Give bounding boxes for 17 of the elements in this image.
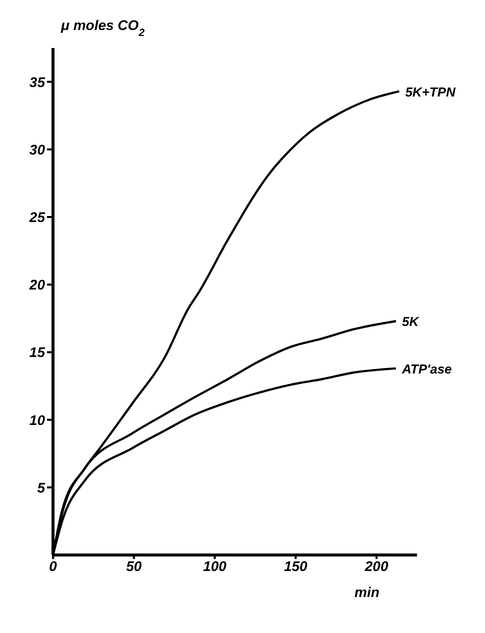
series-label: 5K <box>402 314 420 330</box>
series-label: 5K+TPN <box>405 84 456 100</box>
y-tick-label: 35 <box>29 74 46 90</box>
series-label: ATP'ase <box>400 361 452 376</box>
x-tick-label: 200 <box>364 558 388 574</box>
x-tick-label: 150 <box>284 558 308 574</box>
y-axis-title: μ moles CO$_{2}$ <box>60 17 145 39</box>
y-tick-label: 30 <box>29 141 46 158</box>
y-tick-label: 5 <box>37 479 46 496</box>
y-tick-label: 15 <box>29 344 46 360</box>
x-tick-label: 0 <box>49 558 58 574</box>
y-tick-label: 25 <box>28 208 46 225</box>
x-tick-label: 50 <box>126 558 142 574</box>
y-tick-label: 20 <box>28 276 46 293</box>
y-tick-label: 10 <box>29 412 46 428</box>
x-axis-title: min <box>354 584 380 600</box>
x-tick-label: 100 <box>203 558 227 574</box>
